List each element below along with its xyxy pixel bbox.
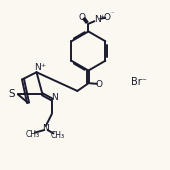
- Text: +: +: [40, 63, 46, 68]
- Text: Br⁻: Br⁻: [131, 77, 147, 87]
- Text: N: N: [94, 15, 101, 24]
- Text: N: N: [42, 124, 48, 133]
- Text: O: O: [96, 80, 103, 89]
- Text: CH₃: CH₃: [26, 130, 40, 139]
- Text: S: S: [9, 89, 15, 99]
- Text: O: O: [78, 13, 85, 21]
- Text: CH₃: CH₃: [51, 131, 65, 140]
- Text: +: +: [99, 14, 105, 19]
- Text: N: N: [35, 64, 41, 72]
- Text: ⁻: ⁻: [110, 12, 114, 17]
- Text: O: O: [104, 13, 111, 21]
- Text: N: N: [51, 93, 58, 102]
